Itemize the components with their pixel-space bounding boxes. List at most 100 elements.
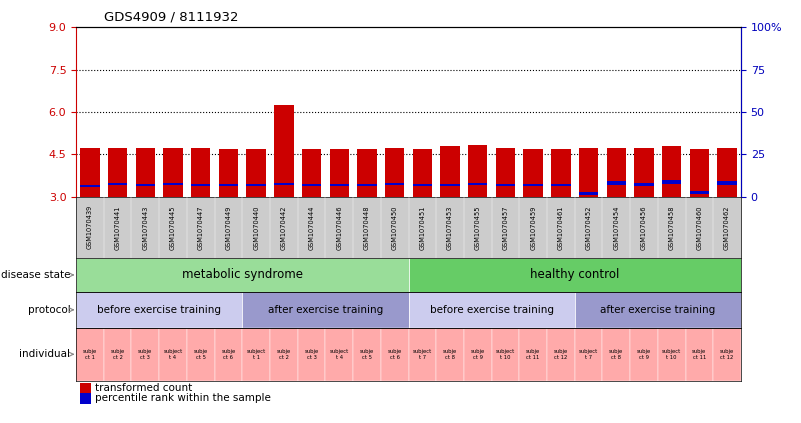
- Bar: [579, 148, 598, 197]
- Text: GSM1070447: GSM1070447: [198, 205, 203, 250]
- Text: GSM1070451: GSM1070451: [420, 205, 425, 250]
- Text: GSM1070439: GSM1070439: [87, 205, 93, 250]
- Text: GSM1070459: GSM1070459: [530, 205, 536, 250]
- Text: subje
ct 9: subje ct 9: [637, 349, 651, 360]
- Text: subje
ct 11: subje ct 11: [526, 349, 541, 360]
- Bar: [163, 183, 183, 185]
- Bar: [579, 192, 598, 195]
- Text: subje
ct 6: subje ct 6: [388, 349, 402, 360]
- Text: subje
ct 2: subje ct 2: [111, 349, 125, 360]
- Text: before exercise training: before exercise training: [429, 305, 553, 315]
- Text: subje
ct 9: subje ct 9: [471, 349, 485, 360]
- Bar: [302, 184, 321, 186]
- Text: GSM1070462: GSM1070462: [724, 205, 730, 250]
- Bar: [690, 191, 709, 195]
- Bar: [329, 184, 349, 186]
- Bar: [496, 184, 515, 186]
- Bar: [524, 149, 543, 197]
- Bar: [634, 148, 654, 197]
- Bar: [690, 149, 709, 197]
- Bar: [718, 181, 737, 185]
- Text: GSM1070453: GSM1070453: [447, 205, 453, 250]
- Bar: [108, 148, 127, 197]
- Text: subje
ct 12: subje ct 12: [720, 349, 735, 360]
- Text: after exercise training: after exercise training: [268, 305, 383, 315]
- Text: subje
ct 1: subje ct 1: [83, 349, 97, 360]
- Bar: [191, 184, 211, 186]
- Text: subje
ct 5: subje ct 5: [194, 349, 208, 360]
- Bar: [385, 183, 405, 185]
- Text: subje
ct 8: subje ct 8: [609, 349, 623, 360]
- Text: subject
t 4: subject t 4: [330, 349, 349, 360]
- Bar: [551, 149, 570, 197]
- Text: subje
ct 5: subje ct 5: [360, 349, 374, 360]
- Text: GSM1070454: GSM1070454: [614, 205, 619, 250]
- Text: subje
ct 6: subje ct 6: [221, 349, 235, 360]
- Text: subject
t 7: subject t 7: [413, 349, 432, 360]
- Text: protocol: protocol: [28, 305, 70, 315]
- Text: GSM1070457: GSM1070457: [502, 205, 509, 250]
- Bar: [606, 148, 626, 197]
- Text: subje
ct 3: subje ct 3: [304, 349, 319, 360]
- Bar: [135, 184, 155, 186]
- Bar: [496, 148, 515, 197]
- Text: GSM1070448: GSM1070448: [364, 205, 370, 250]
- Bar: [662, 180, 682, 184]
- Text: metabolic syndrome: metabolic syndrome: [182, 269, 303, 281]
- Bar: [662, 146, 682, 197]
- Bar: [468, 145, 488, 197]
- Bar: [274, 183, 293, 185]
- Text: GSM1070444: GSM1070444: [308, 205, 315, 250]
- Text: subject
t 4: subject t 4: [163, 349, 183, 360]
- Bar: [551, 184, 570, 186]
- Text: transformed count: transformed count: [95, 383, 191, 393]
- Text: GSM1070456: GSM1070456: [641, 205, 647, 250]
- Bar: [80, 148, 99, 197]
- Text: GSM1070445: GSM1070445: [170, 205, 176, 250]
- Text: GSM1070442: GSM1070442: [281, 205, 287, 250]
- Text: healthy control: healthy control: [530, 269, 619, 281]
- Text: subje
ct 12: subje ct 12: [553, 349, 568, 360]
- Text: subject
t 10: subject t 10: [662, 349, 682, 360]
- Text: subje
ct 8: subje ct 8: [443, 349, 457, 360]
- Bar: [441, 184, 460, 186]
- Bar: [329, 149, 349, 197]
- Text: GSM1070443: GSM1070443: [143, 205, 148, 250]
- Text: subje
ct 11: subje ct 11: [692, 349, 706, 360]
- Bar: [247, 184, 266, 186]
- Bar: [302, 149, 321, 197]
- Text: subject
t 1: subject t 1: [247, 349, 266, 360]
- Text: percentile rank within the sample: percentile rank within the sample: [95, 393, 271, 404]
- Bar: [219, 184, 238, 186]
- Bar: [274, 105, 293, 197]
- Bar: [606, 181, 626, 185]
- Bar: [413, 149, 432, 197]
- Bar: [441, 146, 460, 197]
- Bar: [219, 149, 238, 197]
- Bar: [108, 183, 127, 185]
- Text: GSM1070446: GSM1070446: [336, 205, 342, 250]
- Bar: [468, 183, 488, 185]
- Text: GSM1070449: GSM1070449: [225, 205, 231, 250]
- Bar: [718, 148, 737, 197]
- Bar: [135, 148, 155, 197]
- Bar: [247, 149, 266, 197]
- Text: subject
t 7: subject t 7: [579, 349, 598, 360]
- Bar: [634, 183, 654, 186]
- Text: subject
t 10: subject t 10: [496, 349, 515, 360]
- Bar: [80, 184, 99, 187]
- Text: GSM1070450: GSM1070450: [392, 205, 397, 250]
- Text: GSM1070441: GSM1070441: [115, 205, 121, 250]
- Bar: [191, 148, 211, 197]
- Text: GSM1070452: GSM1070452: [586, 205, 592, 250]
- Bar: [357, 184, 376, 186]
- Text: GDS4909 / 8111932: GDS4909 / 8111932: [104, 11, 239, 24]
- Text: GSM1070461: GSM1070461: [557, 205, 564, 250]
- Text: before exercise training: before exercise training: [97, 305, 221, 315]
- Text: GSM1070440: GSM1070440: [253, 205, 260, 250]
- Bar: [163, 148, 183, 197]
- Bar: [413, 184, 432, 186]
- Bar: [385, 148, 405, 197]
- Text: subje
ct 2: subje ct 2: [276, 349, 291, 360]
- Text: after exercise training: after exercise training: [600, 305, 715, 315]
